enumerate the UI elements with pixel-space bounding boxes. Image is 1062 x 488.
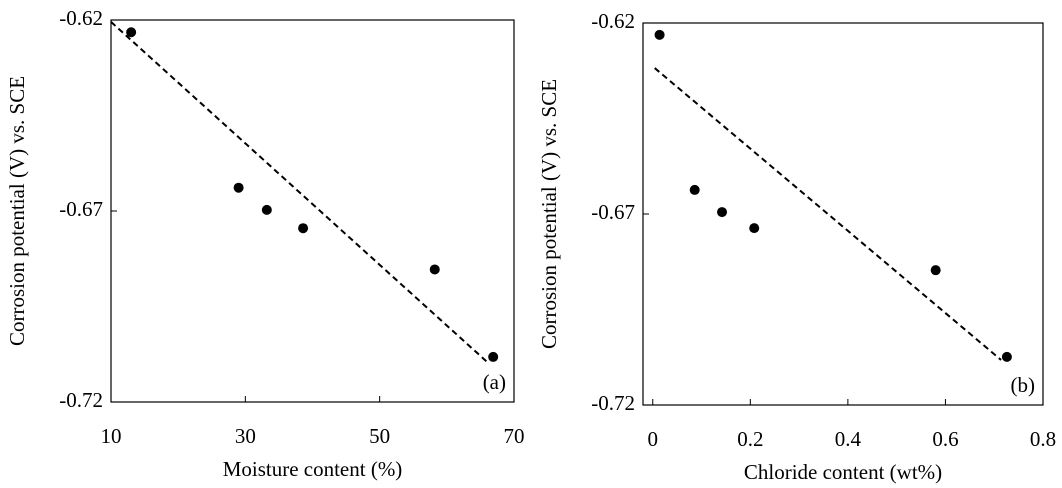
y-tick-label: -0.67 bbox=[59, 197, 103, 221]
trend-line bbox=[110, 21, 490, 365]
plot-frame bbox=[642, 22, 1044, 406]
data-point bbox=[429, 264, 440, 275]
y-tick-label: -0.72 bbox=[59, 388, 103, 412]
x-tick-label: 0.4 bbox=[835, 427, 862, 451]
data-point bbox=[930, 265, 941, 276]
data-point bbox=[654, 29, 665, 40]
data-point bbox=[717, 207, 728, 218]
x-axis-label: Chloride content (wt%) bbox=[744, 460, 942, 484]
data-point bbox=[261, 204, 272, 215]
x-tick-label: 0 bbox=[648, 427, 659, 451]
x-tick-label: 10 bbox=[101, 424, 122, 448]
x-tick-label: 0.6 bbox=[932, 427, 958, 451]
x-tick-label: 50 bbox=[369, 424, 390, 448]
data-point bbox=[233, 182, 244, 193]
y-tick-label: -0.67 bbox=[591, 200, 635, 224]
data-point bbox=[126, 27, 137, 38]
data-point bbox=[689, 184, 700, 195]
x-tick-label: 30 bbox=[235, 424, 256, 448]
trend-line bbox=[654, 67, 1002, 361]
x-tick-label: 0.8 bbox=[1030, 427, 1056, 451]
data-point bbox=[749, 223, 760, 234]
data-point bbox=[298, 223, 309, 234]
x-tick-label: 70 bbox=[504, 424, 525, 448]
y-tick-label: -0.62 bbox=[591, 9, 635, 33]
x-tick-label: 0.2 bbox=[737, 427, 763, 451]
data-point bbox=[488, 351, 499, 362]
annotation: (b) bbox=[1011, 373, 1036, 397]
y-axis-label: Corrosion potential (V) vs. SCE bbox=[5, 76, 29, 346]
x-axis-label: Moisture content (%) bbox=[223, 457, 403, 481]
data-point bbox=[1001, 351, 1012, 362]
y-axis-label: Corrosion potential (V) vs. SCE bbox=[537, 79, 561, 349]
y-tick-label: -0.62 bbox=[59, 6, 103, 30]
y-tick-label: -0.72 bbox=[591, 391, 635, 415]
annotation: (a) bbox=[483, 370, 506, 394]
